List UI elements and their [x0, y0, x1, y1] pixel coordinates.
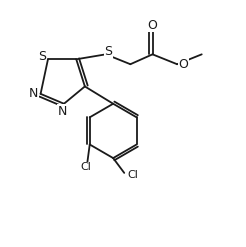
- Text: S: S: [38, 50, 46, 63]
- Text: N: N: [57, 105, 67, 118]
- Text: Cl: Cl: [127, 170, 138, 180]
- Text: S: S: [104, 45, 112, 58]
- Text: N: N: [29, 87, 38, 100]
- Text: Cl: Cl: [81, 163, 92, 172]
- Text: O: O: [178, 58, 188, 71]
- Text: O: O: [148, 19, 157, 32]
